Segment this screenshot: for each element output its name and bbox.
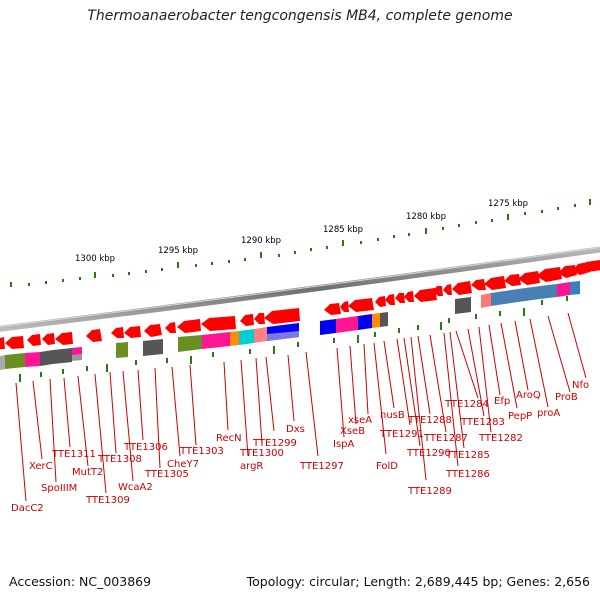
gene-label-tte1308: TTE1308 [97, 454, 142, 465]
gene-labels: Nfo ProB proA AroQ PepP Efp TTE1282 TTE1… [11, 380, 589, 514]
gene-label-aroq: AroQ [516, 390, 541, 401]
inner-ticks [19, 296, 568, 382]
gene-label-xerc: XerC [29, 461, 53, 472]
gene-label-tte1303: TTE1303 [179, 446, 224, 457]
label-leaders [15, 312, 587, 502]
scale-label-1285: 1285 kbp [323, 225, 363, 235]
scale-label-1280: 1280 kbp [406, 212, 446, 222]
gene-label-dxs: Dxs [286, 424, 305, 435]
gene-label-prob: ProB [555, 392, 578, 403]
feature-bars [0, 281, 580, 370]
gene-label-fold: FolD [376, 461, 398, 472]
scale-label-1295: 1295 kbp [158, 246, 198, 256]
gene-label-tte1306: TTE1306 [123, 442, 168, 453]
scale-label-1300: 1300 kbp [75, 254, 115, 264]
scale-label-1275: 1275 kbp [488, 199, 528, 209]
gene-label-tte1290: TTE1290 [406, 448, 451, 459]
gene-label-efp: Efp [494, 396, 510, 407]
gene-label-spoiiim: SpoIIIM [41, 483, 77, 494]
gene-label-tte1311: TTE1311 [51, 449, 96, 460]
map-title: Thermoanaerobacter tengcongensis MB4, co… [87, 8, 513, 24]
gene-label-tte1287: TTE1287 [423, 433, 468, 444]
gene-label-tte1283: TTE1283 [460, 417, 505, 428]
gene-label-tte1291: TTE1291 [379, 429, 424, 440]
gene-label-dacc2: DacC2 [11, 503, 44, 514]
gene-label-argr: argR [240, 461, 263, 472]
gene-label-tte1297: TTE1297 [299, 461, 344, 472]
genome-backbone [0, 246, 600, 332]
gene-label-tte1299: TTE1299 [252, 438, 297, 449]
gene-label-tte1305: TTE1305 [144, 469, 189, 480]
gene-label-nusb: nusB [380, 410, 405, 421]
gene-label-pepp: PepP [508, 411, 532, 422]
topology-text: Topology: circular; Length: 2,689,445 bp… [246, 574, 590, 589]
scale-label-1290: 1290 kbp [241, 236, 281, 246]
gene-label-tte1285: TTE1285 [445, 450, 490, 461]
gene-label-tte1284: TTE1284 [444, 399, 489, 410]
gene-arrows [0, 260, 600, 349]
gene-label-xseb: XseB [340, 426, 365, 437]
gene-label-chey7: CheY7 [167, 459, 199, 470]
gene-label-tte1282: TTE1282 [478, 433, 523, 444]
gene-label-tte1309: TTE1309 [85, 495, 130, 506]
gene-label-tte1288: TTE1288 [407, 415, 452, 426]
gene-label-ispa: IspA [333, 439, 355, 450]
scale-ticks [10, 199, 591, 287]
gene-label-xsea: xseA [348, 415, 372, 426]
gene-label-nfo: Nfo [572, 380, 589, 391]
gene-label-mutt2: MutT2 [72, 467, 103, 478]
gene-label-recn: RecN [216, 433, 242, 444]
gene-label-wcaa2: WcaA2 [118, 482, 153, 493]
gene-label-tte1289: TTE1289 [407, 486, 452, 497]
gene-label-tte1300: TTE1300 [239, 448, 284, 459]
gene-label-tte1286: TTE1286 [445, 469, 490, 480]
accession-text: Accession: NC_003869 [9, 574, 152, 589]
gene-label-proa: proA [537, 408, 560, 419]
